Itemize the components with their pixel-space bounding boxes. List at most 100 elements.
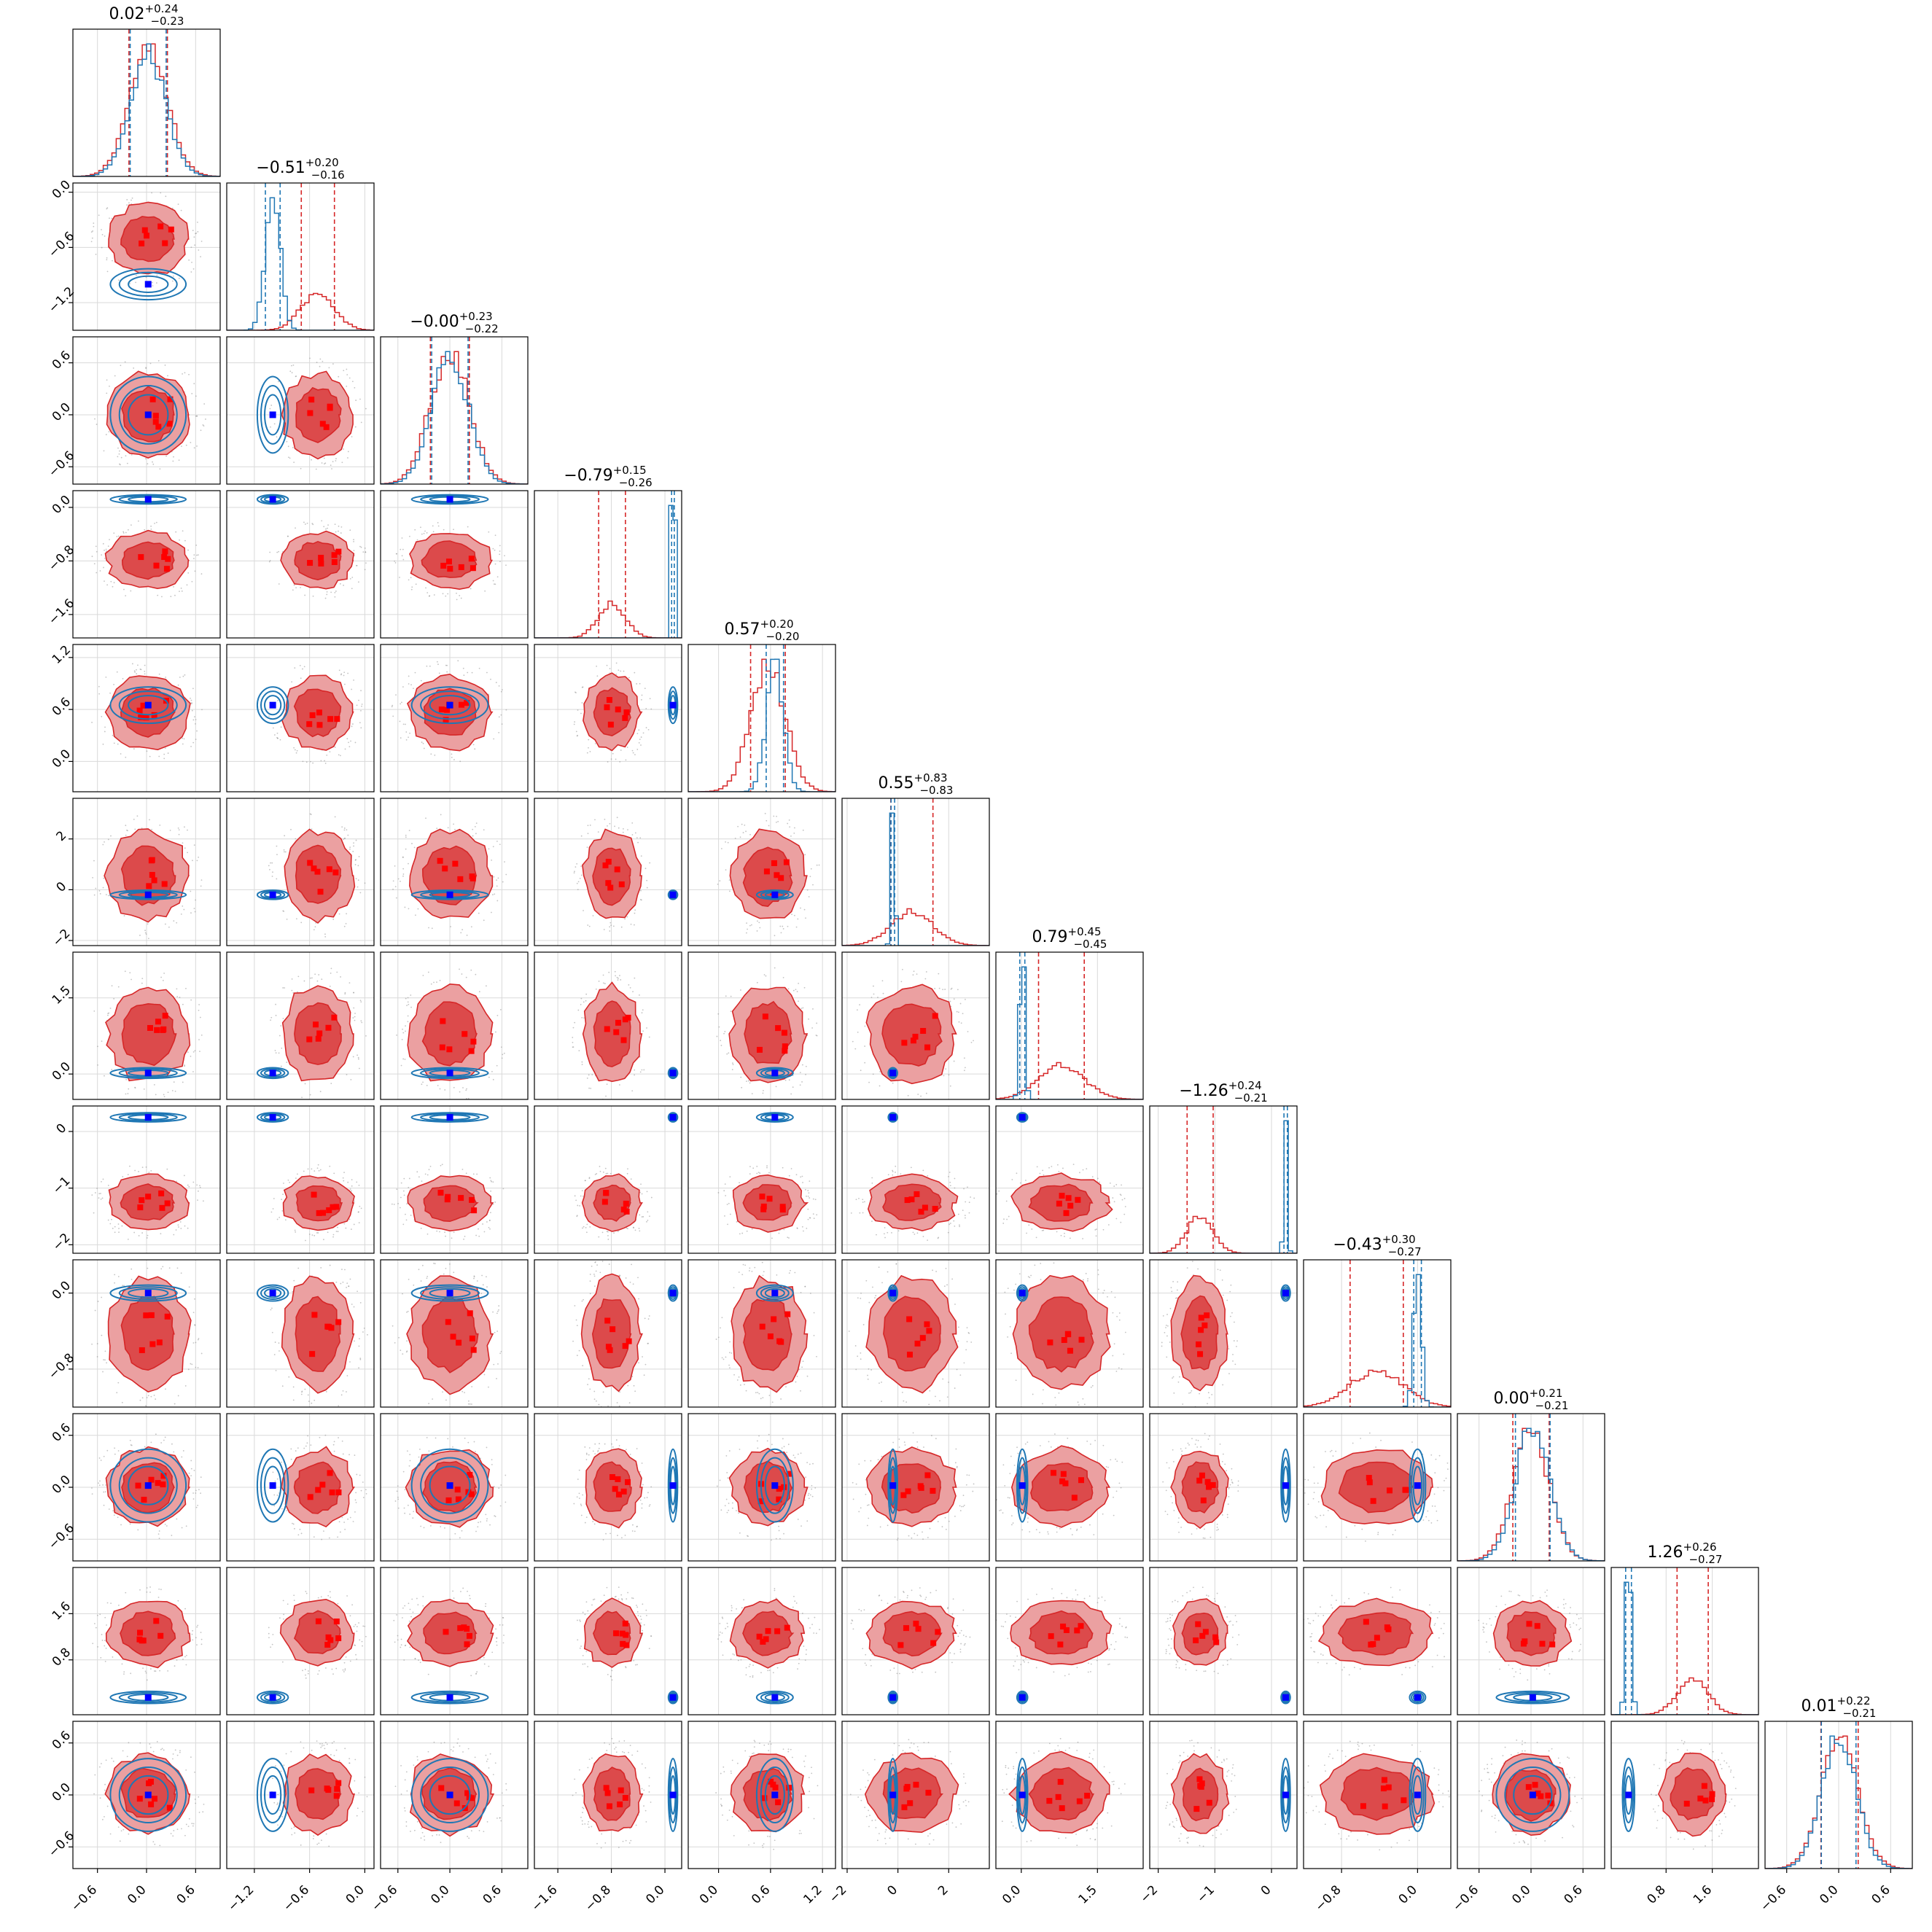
sample-point [319,1742,321,1745]
sample-point [103,566,104,569]
blue-contour-0 [887,1690,898,1705]
panel-frame [380,1259,529,1408]
sample-point [354,1511,356,1513]
red-marker [316,709,322,716]
panel-6-3 [534,951,682,1100]
blue-contour-2 [764,1288,785,1298]
sample-point [609,822,611,825]
sample-point [608,1263,610,1265]
sample-point [353,992,355,994]
sample-point [579,1205,580,1207]
sample-point [187,1368,190,1371]
red-marker [765,1628,771,1635]
red-marker [155,1480,161,1487]
sample-point [112,1656,114,1658]
sample-point [648,1791,650,1793]
sample-point [808,896,810,897]
sample-point [161,596,163,598]
sample-point [998,1190,1000,1192]
red-contour-inner [294,540,342,581]
sample-point [501,689,503,691]
sample-point [575,1199,577,1201]
sample-point [767,1835,768,1837]
sample-point [199,1185,200,1187]
sample-point [752,1752,755,1754]
sample-point [763,974,766,975]
sample-point [195,739,197,741]
blue-contour-2 [128,695,169,716]
red-marker [146,883,152,889]
sample-point [101,1640,104,1641]
sample-point [916,1446,919,1448]
sample-point [959,1632,961,1634]
red-marker [1198,1327,1204,1333]
sample-point [634,754,636,756]
sample-point [732,1062,733,1064]
sample-point [126,204,128,206]
sample-point [200,1632,202,1633]
sample-point [493,876,495,878]
sample-point [400,1793,402,1795]
sample-point [643,1374,645,1376]
sample-point [478,991,480,993]
sample-point [117,1826,120,1828]
sample-point [1002,1223,1005,1224]
sample-point [198,249,200,251]
sample-point [746,922,747,924]
sample-point [114,375,116,377]
lower-error: −0.27 [1388,1245,1422,1258]
sample-point [804,1659,806,1662]
sample-point [465,1089,467,1091]
sample-point [1080,1526,1082,1528]
panel-frame [226,336,375,485]
sample-point [628,677,630,679]
panel-frame [688,1413,836,1562]
sample-point [500,1820,502,1822]
sample-point [1570,1626,1572,1628]
red-marker [1071,1495,1078,1501]
sample-point [790,1168,792,1169]
sample-point [932,1269,933,1271]
sample-point [300,922,303,924]
sample-point [338,375,340,378]
red-marker [604,1026,610,1032]
sample-point [356,1815,358,1817]
red-marker [607,721,614,728]
red-marker [1047,1339,1053,1346]
panel-frame [380,1721,529,1869]
sample-point [645,1609,647,1611]
sample-point [117,1516,119,1519]
blue-contour-0 [256,494,289,505]
sample-point [808,1497,810,1500]
sample-point [340,674,342,676]
sample-point [277,381,279,383]
sample-point [496,885,498,887]
sample-point [397,1507,400,1509]
sample-point [197,1624,199,1627]
red-marker [935,1629,941,1635]
sample-point [197,221,198,223]
sample-point [718,1026,720,1028]
sample-point [149,1743,151,1745]
blue-contour-1 [669,1691,677,1703]
sample-point [618,1445,620,1446]
sample-point [97,1301,99,1302]
sample-point [759,927,761,929]
sample-point [1221,1279,1223,1281]
sample-point [103,1455,105,1457]
sample-point [771,1401,774,1403]
blue-contour-0 [410,1448,489,1523]
sample-point [1310,1635,1312,1637]
sample-point [1126,1637,1129,1638]
red-marker [1195,1621,1201,1627]
sample-point [1224,1463,1226,1465]
sample-point [498,1305,500,1307]
sample-point [494,1762,496,1764]
sample-point [405,997,407,1000]
sample-point [424,1173,426,1175]
panel-frame [226,1567,375,1715]
sample-point [787,1444,790,1446]
sample-point [623,1751,626,1753]
sample-point [738,1512,740,1514]
sample-point [112,1510,114,1512]
